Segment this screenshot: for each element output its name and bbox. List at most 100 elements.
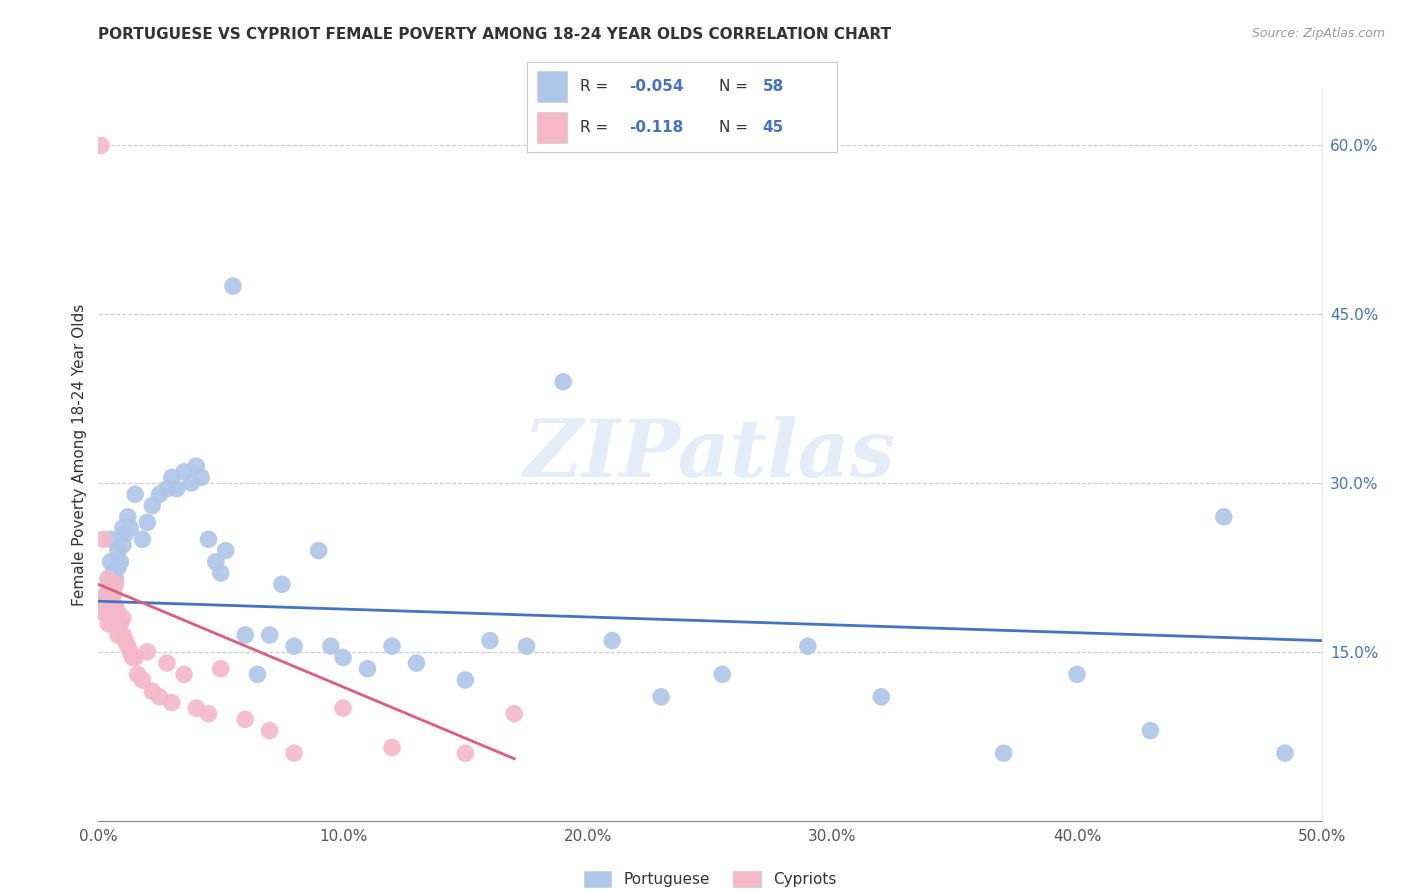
Point: [156, 482, 179, 496]
Point: [91, 599, 114, 614]
Point: [101, 566, 124, 580]
Point: [166, 482, 188, 496]
Point: [356, 662, 378, 676]
Point: [332, 701, 354, 715]
Point: [114, 633, 136, 648]
Point: [283, 639, 305, 653]
Point: [209, 566, 232, 580]
Y-axis label: Female Poverty Among 18-24 Year Olds: Female Poverty Among 18-24 Year Olds: [72, 304, 87, 606]
Point: [107, 543, 129, 558]
Point: [600, 633, 623, 648]
Point: [149, 690, 172, 704]
Point: [111, 521, 134, 535]
Point: [993, 746, 1015, 760]
Point: [149, 487, 172, 501]
Point: [90, 138, 112, 153]
Point: [1212, 509, 1234, 524]
Point: [259, 723, 281, 738]
Point: [186, 459, 208, 474]
Point: [97, 616, 120, 631]
Point: [100, 594, 122, 608]
Point: [131, 533, 153, 547]
Point: [94, 589, 117, 603]
Point: [101, 616, 124, 631]
Point: [97, 572, 120, 586]
Point: [110, 616, 132, 631]
Point: [233, 628, 256, 642]
Text: PORTUGUESE VS CYPRIOT FEMALE POVERTY AMONG 18-24 YEAR OLDS CORRELATION CHART: PORTUGUESE VS CYPRIOT FEMALE POVERTY AMO…: [98, 27, 891, 42]
Point: [173, 465, 195, 479]
Point: [1066, 667, 1088, 681]
Point: [100, 606, 122, 620]
Point: [515, 639, 537, 653]
Point: [124, 487, 146, 501]
Point: [141, 499, 163, 513]
Point: [111, 611, 134, 625]
Point: [160, 470, 183, 484]
FancyBboxPatch shape: [537, 112, 568, 143]
Point: [131, 673, 153, 687]
Point: [381, 740, 404, 755]
Point: [246, 667, 269, 681]
Point: [120, 645, 142, 659]
Point: [319, 639, 342, 653]
Text: N =: N =: [718, 120, 752, 135]
Point: [197, 533, 219, 547]
Point: [114, 526, 136, 541]
Point: [190, 470, 212, 484]
Point: [91, 606, 114, 620]
Point: [91, 533, 114, 547]
Text: 45: 45: [762, 120, 783, 135]
Point: [233, 712, 256, 726]
Point: [107, 560, 129, 574]
Point: [797, 639, 820, 653]
Text: 58: 58: [762, 79, 783, 94]
Point: [222, 279, 245, 293]
Point: [120, 521, 142, 535]
Point: [110, 555, 132, 569]
Point: [1274, 746, 1296, 760]
Point: [156, 656, 179, 670]
Point: [107, 606, 129, 620]
Point: [214, 543, 236, 558]
Text: ZIPatlas: ZIPatlas: [524, 417, 896, 493]
Point: [97, 582, 120, 597]
Text: R =: R =: [579, 120, 613, 135]
Point: [478, 633, 501, 648]
Point: [454, 673, 477, 687]
Point: [259, 628, 281, 642]
Point: [100, 555, 122, 569]
Point: [101, 589, 124, 603]
Point: [381, 639, 404, 653]
Point: [117, 639, 139, 653]
Point: [94, 594, 117, 608]
Point: [104, 599, 127, 614]
Point: [454, 746, 477, 760]
Point: [283, 746, 305, 760]
Point: [180, 476, 202, 491]
Point: [136, 645, 159, 659]
Point: [111, 628, 134, 642]
Point: [127, 667, 149, 681]
Point: [107, 628, 129, 642]
Point: [332, 650, 354, 665]
Point: [186, 701, 208, 715]
Text: N =: N =: [718, 79, 752, 94]
Text: -0.118: -0.118: [630, 120, 683, 135]
Text: Source: ZipAtlas.com: Source: ZipAtlas.com: [1251, 27, 1385, 40]
Point: [270, 577, 294, 591]
Point: [205, 555, 228, 569]
Point: [101, 582, 124, 597]
Point: [104, 572, 127, 586]
Point: [650, 690, 672, 704]
Point: [94, 594, 117, 608]
Point: [553, 375, 575, 389]
Point: [100, 533, 122, 547]
Point: [94, 606, 117, 620]
Point: [405, 656, 427, 670]
Point: [94, 589, 117, 603]
Point: [111, 538, 134, 552]
Legend: Portuguese, Cypriots: Portuguese, Cypriots: [578, 865, 842, 892]
Point: [141, 684, 163, 698]
Point: [197, 706, 219, 721]
